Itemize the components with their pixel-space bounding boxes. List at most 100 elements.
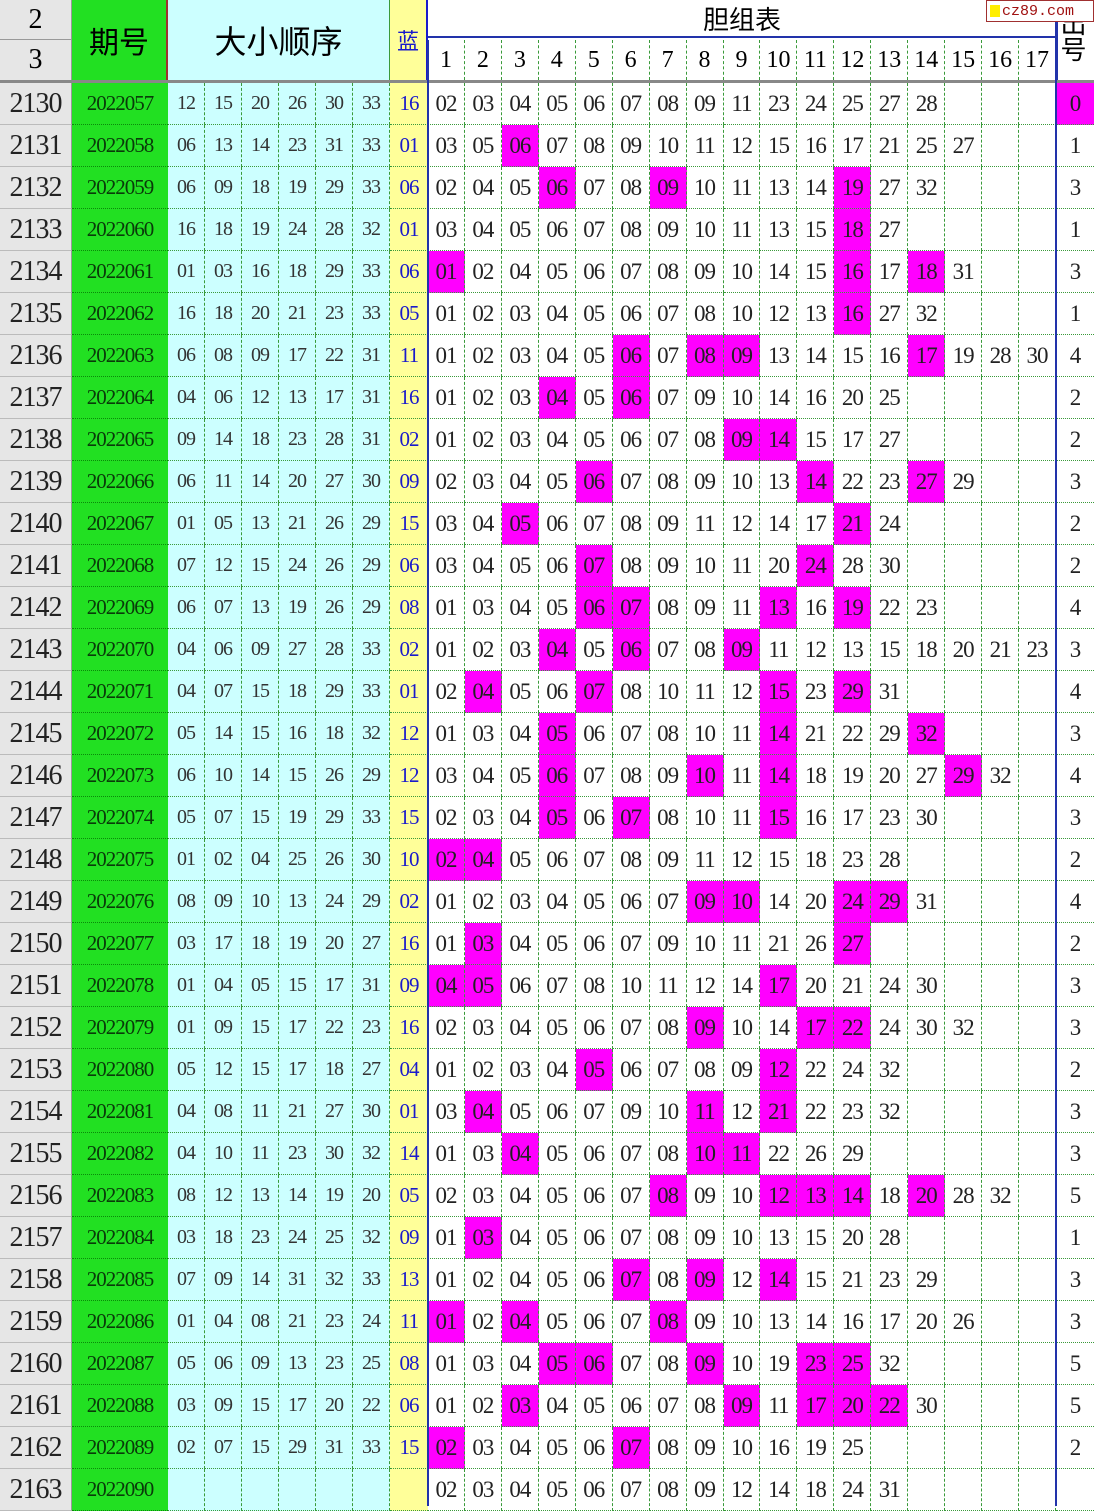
- period-cell: 2022070: [72, 629, 168, 671]
- dan-cell: 03: [464, 713, 502, 755]
- dan-cell: 03: [428, 209, 465, 251]
- dan-cell: 19: [834, 587, 872, 629]
- sorted-number-cell: 18: [242, 167, 279, 209]
- sorted-number-cell: 23: [316, 293, 353, 335]
- blue-ball-cell: 12: [390, 713, 428, 755]
- dan-cell: 06: [538, 839, 576, 881]
- dan-cell: 04: [501, 1259, 539, 1301]
- dan-cell: 17: [871, 1301, 909, 1343]
- dan-cell: 05: [575, 1385, 613, 1427]
- dan-cell: 04: [538, 881, 576, 923]
- dan-cell: [945, 839, 983, 881]
- dan-cell: 24: [797, 83, 835, 125]
- dan-cell: 04: [464, 209, 502, 251]
- dan-cell: 09: [686, 881, 724, 923]
- dan-cell: 07: [612, 1175, 650, 1217]
- sorted-number-cell: 26: [316, 545, 353, 587]
- dan-column-header: 4: [539, 40, 576, 80]
- sorted-number-cell: 16: [168, 209, 205, 251]
- sorted-number-cell: 17: [316, 965, 353, 1007]
- sorted-number-cell: 33: [353, 251, 390, 293]
- sorted-number-cell: [205, 1469, 242, 1511]
- sorted-number-cell: 32: [353, 1217, 390, 1259]
- row-number: 2163: [0, 1469, 72, 1511]
- dan-cell: 13: [760, 461, 798, 503]
- period-cell: 2022073: [72, 755, 168, 797]
- dan-cell: 19: [760, 1343, 798, 1385]
- sorted-number-cell: 05: [168, 797, 205, 839]
- dan-cell: [945, 1049, 983, 1091]
- dan-cell: 03: [428, 755, 465, 797]
- dan-cell: 14: [760, 713, 798, 755]
- dan-cell: 10: [686, 1133, 724, 1175]
- dan-cell: 01: [428, 1259, 465, 1301]
- dan-cell: 04: [538, 377, 576, 419]
- dan-cell: 22: [871, 587, 909, 629]
- sorted-number-cell: 07: [168, 545, 205, 587]
- dan-cell: [871, 923, 909, 965]
- dan-cell: 09: [686, 1007, 724, 1049]
- dan-cell: [945, 1343, 983, 1385]
- sorted-number-cell: 33: [353, 293, 390, 335]
- dan-cell: 01: [428, 251, 465, 293]
- sorted-number-cell: 29: [353, 755, 390, 797]
- dan-cell: 06: [575, 251, 613, 293]
- dan-cell: 07: [612, 923, 650, 965]
- dan-cell: 15: [760, 839, 798, 881]
- out-count-cell: 4: [1056, 881, 1094, 923]
- out-count-cell: 2: [1056, 419, 1094, 461]
- sorted-number-cell: [242, 1469, 279, 1511]
- dan-cell: 07: [612, 1007, 650, 1049]
- dan-cell: [1019, 713, 1056, 755]
- dan-cell: 06: [575, 1469, 613, 1511]
- sorted-number-cell: 06: [168, 167, 205, 209]
- dan-cell: 14: [797, 1301, 835, 1343]
- dan-cell: [982, 1133, 1020, 1175]
- header-sorted: 大小顺序: [168, 0, 390, 80]
- dan-cell: 19: [834, 167, 872, 209]
- dan-cell: 04: [464, 1091, 502, 1133]
- dan-cell: 03: [464, 83, 502, 125]
- sorted-number-cell: 14: [205, 419, 242, 461]
- sorted-number-cell: 28: [316, 629, 353, 671]
- sorted-number-cell: 14: [205, 713, 242, 755]
- dan-cell: 07: [575, 839, 613, 881]
- sorted-number-cell: 04: [168, 671, 205, 713]
- sorted-number-cell: 12: [205, 545, 242, 587]
- row-number: 2154: [0, 1091, 72, 1133]
- dan-cell: 02: [464, 335, 502, 377]
- dan-cell: 03: [464, 797, 502, 839]
- dan-cell: 15: [797, 251, 835, 293]
- dan-cell: 09: [686, 1469, 724, 1511]
- dan-cell: 01: [428, 1049, 465, 1091]
- sorted-number-cell: 32: [353, 209, 390, 251]
- sorted-number-cell: 27: [316, 1091, 353, 1133]
- dan-cell: 05: [538, 1175, 576, 1217]
- row-number: 2155: [0, 1133, 72, 1175]
- dan-cell: 23: [871, 461, 909, 503]
- sorted-number-cell: 06: [168, 755, 205, 797]
- dan-cell: 08: [649, 251, 687, 293]
- dan-cell: 06: [538, 1091, 576, 1133]
- dan-cell: 01: [428, 587, 465, 629]
- sorted-number-cell: 04: [168, 1133, 205, 1175]
- dan-cell: 06: [612, 881, 650, 923]
- dan-cell: 17: [797, 1007, 835, 1049]
- sorted-number-cell: 13: [205, 125, 242, 167]
- dan-cell: 11: [723, 755, 761, 797]
- sorted-number-cell: 08: [168, 881, 205, 923]
- dan-cell: [982, 545, 1020, 587]
- sorted-number-cell: 01: [168, 965, 205, 1007]
- dan-cell: 15: [760, 671, 798, 713]
- dan-cell: 24: [871, 1007, 909, 1049]
- dan-cell: 04: [538, 293, 576, 335]
- period-cell: 2022090: [72, 1469, 168, 1511]
- sorted-number-cell: 12: [242, 377, 279, 419]
- row-number: 2153: [0, 1049, 72, 1091]
- dan-cell: 05: [575, 1049, 613, 1091]
- dan-column-header: 10: [760, 40, 798, 80]
- dan-cell: 29: [834, 671, 872, 713]
- period-cell: 2022077: [72, 923, 168, 965]
- sorted-number-cell: 33: [353, 671, 390, 713]
- sorted-number-cell: 22: [353, 1385, 390, 1427]
